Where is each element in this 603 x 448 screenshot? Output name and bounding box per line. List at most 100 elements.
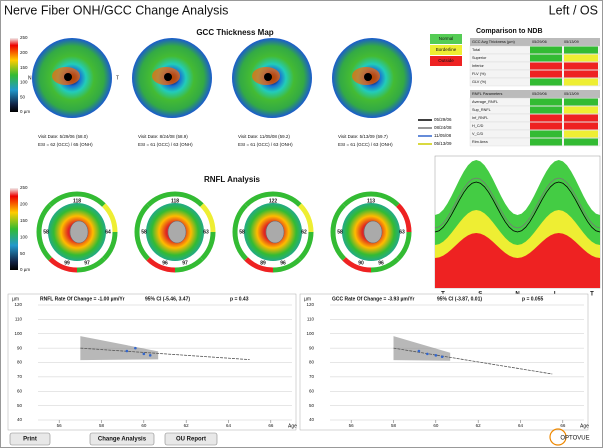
table-title: Comparison to NDB — [476, 28, 543, 35]
table-row-label: Sup_RNFL — [472, 108, 491, 112]
table-cell — [530, 79, 562, 86]
table-cell — [530, 55, 562, 62]
x-tick-label: 66 — [560, 423, 566, 428]
x-tick-label: 62 — [476, 423, 482, 428]
table-header-cell: RNFL Parameters — [472, 92, 503, 96]
data-point — [149, 354, 152, 357]
table-cell — [530, 107, 562, 114]
gcc-fovea — [64, 73, 72, 81]
data-point — [134, 347, 137, 350]
table-header-cell: 05/29/06 — [532, 40, 547, 44]
sector-value: 97 — [182, 260, 188, 266]
x-tick-label: 64 — [518, 423, 524, 428]
scale-label: 250 — [20, 185, 28, 190]
table-header-cell: GCC Avg Thickness (µm) — [472, 40, 516, 44]
x-tick-label: 56 — [349, 423, 355, 428]
sector-value: 118 — [73, 198, 81, 204]
table-cell — [530, 131, 562, 138]
sector-value: 89 — [260, 260, 266, 266]
table-cell — [564, 131, 598, 138]
button-label: Change Analysis — [98, 437, 147, 443]
trend-frame — [300, 294, 588, 430]
data-point — [435, 354, 438, 357]
x-tick-label: 60 — [433, 423, 439, 428]
visit-date: Visit Date: 5/13/09 (59.7) — [338, 134, 388, 139]
y-tick-label: 60 — [17, 388, 23, 393]
scale-label: 100 — [20, 80, 28, 85]
color-scale — [10, 188, 18, 270]
table-row-label: Rim Area — [472, 140, 489, 144]
table-cell — [530, 123, 562, 130]
visit-date: Visit Date: 5/29/06 (58.0) — [38, 134, 88, 139]
table-cell — [530, 47, 562, 54]
scale-label: 150 — [20, 218, 28, 223]
y-tick-label: 80 — [309, 360, 315, 365]
y-tick-label: 90 — [17, 345, 23, 350]
sector-value: 113 — [367, 198, 375, 204]
gcc-fovea — [264, 73, 272, 81]
sector-value: 90 — [358, 260, 364, 266]
x-tick-label: 58 — [391, 423, 397, 428]
table-row-label: V_C/D — [472, 132, 483, 136]
y-tick-label: 120 — [14, 302, 22, 307]
y-tick-label: 110 — [307, 317, 315, 322]
side-label: T — [116, 75, 119, 81]
table-cell — [564, 139, 598, 146]
table-cell — [530, 115, 562, 122]
y-tick-label: 50 — [309, 403, 315, 408]
sector-value: 58 — [43, 229, 49, 235]
table-cell — [564, 123, 598, 130]
x-tick-label: 66 — [268, 423, 274, 428]
scale-label: 50 — [20, 251, 26, 256]
eye: Left / OS — [549, 3, 598, 17]
scale-label: 250 — [20, 35, 28, 40]
y-tick-label: 110 — [15, 317, 23, 322]
visit-date: Visit Date: 8/24/08 (58.9) — [138, 134, 188, 139]
sector-value: 64 — [105, 229, 111, 235]
gcc-fovea — [164, 73, 172, 81]
sector-value: 99 — [64, 260, 70, 266]
y-tick-label: 80 — [17, 360, 23, 365]
y-tick-label: 90 — [309, 345, 315, 350]
tsnit-axis-label: T — [590, 292, 594, 298]
title: Nerve Fiber ONH/GCC Change Analysis — [4, 3, 228, 17]
y-tick-label: 100 — [14, 331, 22, 336]
y-tick-label: 70 — [309, 374, 315, 379]
table-cell — [564, 71, 598, 78]
trend-p: p = 0.055 — [522, 296, 543, 302]
scale-label: 100 — [20, 234, 28, 239]
table-cell — [564, 47, 598, 54]
y-tick-label: 60 — [309, 388, 315, 393]
table-cell — [530, 71, 562, 78]
table-cell — [530, 99, 562, 106]
sector-value: 118 — [171, 198, 179, 204]
optic-disc — [364, 221, 382, 243]
table-cell — [564, 79, 598, 86]
sector-value: 62 — [301, 229, 307, 235]
table-row-label: H_C/D — [472, 124, 484, 128]
y-tick-label: 50 — [17, 403, 23, 408]
table-cell — [530, 139, 562, 146]
button-label: OU Report — [176, 437, 206, 443]
esi: ESI = 61 (GCC) / 63 (ONH) — [338, 142, 393, 147]
table-header-cell: 05/13/09 — [564, 40, 579, 44]
trend-ci: 95% CI (-5.46, 3.47) — [145, 296, 190, 302]
trend-p: p = 0.43 — [230, 296, 249, 302]
trend-title: GCC Rate Of Change = -3.93 µm/Yr — [332, 296, 415, 302]
table-row-label: GLV (%) — [472, 80, 487, 84]
sector-value: 96 — [162, 260, 168, 266]
table-cell — [530, 63, 562, 70]
y-tick-label: 40 — [17, 417, 23, 422]
table-cell — [564, 99, 598, 106]
sector-value: 96 — [280, 260, 286, 266]
sector-value: 63 — [399, 229, 405, 235]
x-tick-label: 56 — [57, 423, 63, 428]
data-point — [126, 350, 129, 353]
table-cell — [564, 115, 598, 122]
table-row-label: Inf_RNFL — [472, 116, 488, 120]
trend-ci: 95% CI (-3.87, 0.01) — [437, 296, 482, 302]
esi: ESI = 61 (GCC) / 63 (ONH) — [138, 142, 193, 147]
table-cell — [564, 107, 598, 114]
status-label: Normal — [439, 36, 454, 41]
data-point — [441, 355, 444, 358]
